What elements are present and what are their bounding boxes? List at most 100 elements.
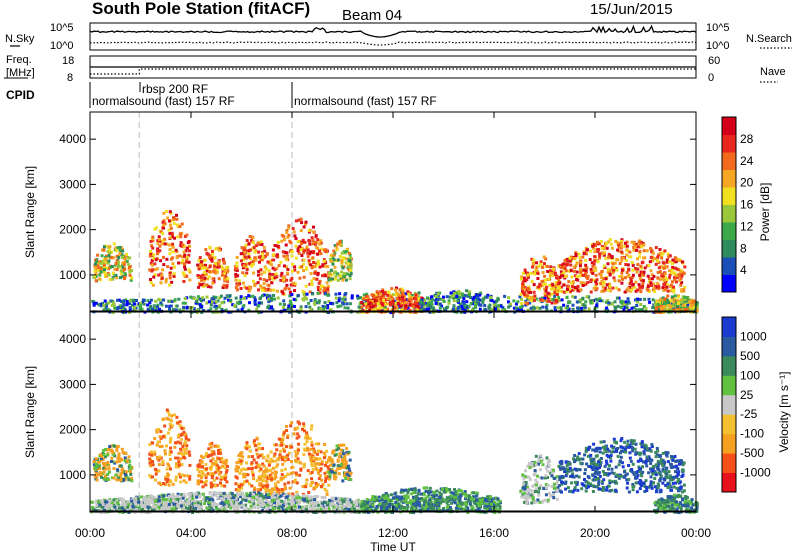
- echo-cell: [165, 416, 169, 420]
- echo-cell: [294, 256, 298, 260]
- echo-cell: [323, 454, 327, 458]
- echo-cell: [213, 261, 217, 265]
- echo-cell: [270, 492, 274, 496]
- echo-cell: [206, 252, 210, 256]
- echo-cell: [143, 506, 147, 509]
- echo-cell: [394, 308, 398, 312]
- echo-cell: [168, 423, 172, 426]
- echo-cell: [309, 307, 313, 311]
- echo-cell: [547, 299, 551, 303]
- echo-cell: [92, 460, 96, 464]
- echo-cell: [335, 444, 339, 448]
- echo-cell: [690, 298, 694, 302]
- echo-cell: [543, 262, 546, 266]
- echo-cell: [602, 289, 606, 293]
- echo-cell: [117, 478, 121, 482]
- echo-cell: [306, 251, 310, 255]
- echo-cell: [572, 265, 576, 269]
- echo-cell: [431, 306, 435, 310]
- echo-cell: [252, 245, 256, 249]
- echo-cell: [180, 493, 184, 496]
- echo-cell: [656, 301, 659, 304]
- echo-cell: [313, 242, 317, 246]
- echo-cell: [169, 446, 172, 450]
- echo-cell: [204, 473, 208, 477]
- echo-cell: [188, 270, 192, 274]
- echo-cell: [279, 278, 283, 282]
- search-noise-line: [90, 41, 697, 46]
- echo-cell: [340, 270, 344, 274]
- echo-cell: [255, 307, 259, 311]
- echo-cell: [522, 287, 526, 291]
- echo-cell: [314, 467, 318, 471]
- echo-cell: [561, 290, 565, 294]
- echo-cell: [336, 467, 340, 471]
- echo-cell: [105, 274, 109, 278]
- echo-cell: [327, 477, 331, 481]
- echo-cell: [335, 248, 339, 252]
- echo-cell: [205, 269, 209, 273]
- echo-cell: [605, 308, 609, 312]
- echo-cell: [620, 268, 624, 272]
- echo-cell: [416, 308, 420, 312]
- echo-cell: [571, 308, 575, 311]
- echo-cell: [104, 260, 108, 264]
- echo-cell: [348, 277, 352, 281]
- echo-cell: [186, 500, 190, 504]
- echo-cell: [177, 460, 181, 464]
- echo-cell: [345, 302, 349, 306]
- echo-cell: [204, 248, 208, 252]
- echo-cell: [539, 262, 543, 266]
- echo-cell: [677, 274, 681, 278]
- echo-cell: [312, 301, 316, 305]
- echo-cell: [378, 306, 382, 310]
- echo-cell: [549, 265, 553, 269]
- echo-cell: [161, 459, 165, 463]
- echo-cell: [314, 234, 318, 238]
- echo-cell: [236, 274, 240, 278]
- echo-cell: [345, 257, 349, 261]
- echo-cell: [155, 267, 159, 271]
- echo-cell: [202, 278, 206, 282]
- echo-cell: [150, 254, 154, 257]
- echo-cell: [253, 284, 257, 288]
- echo-cell: [264, 267, 268, 271]
- echo-cell: [278, 453, 282, 457]
- echo-cell: [162, 494, 166, 498]
- echo-cell: [289, 306, 293, 310]
- echo-cell: [670, 295, 674, 299]
- echo-cell: [291, 471, 295, 475]
- echo-cell: [165, 257, 169, 261]
- echo-cell: [457, 297, 460, 301]
- echo-cell: [238, 495, 242, 499]
- echo-cell: [259, 301, 263, 305]
- echo-cell: [155, 443, 159, 447]
- echo-cell: [586, 280, 590, 284]
- echo-cell: [531, 305, 535, 309]
- echo-cell: [325, 470, 329, 474]
- echo-cell: [259, 268, 263, 272]
- echo-cell: [298, 276, 302, 280]
- echo-cell: [221, 267, 225, 271]
- echo-cell: [607, 301, 611, 305]
- echo-cell: [271, 248, 275, 252]
- echo-cell: [520, 297, 524, 301]
- echo-cell: [206, 285, 210, 289]
- echo-cell: [298, 498, 302, 502]
- echo-cell: [175, 223, 179, 227]
- echo-cell: [198, 303, 202, 307]
- echo-cell: [162, 482, 165, 485]
- echo-cell: [208, 491, 212, 495]
- echo-cell: [152, 275, 156, 279]
- echo-cell: [302, 275, 306, 279]
- echo-cell: [592, 286, 596, 290]
- echo-cell: [289, 507, 293, 511]
- echo-cell: [115, 448, 119, 452]
- echo-cell: [300, 265, 304, 269]
- echo-cell: [264, 485, 268, 489]
- echo-cell: [236, 283, 240, 287]
- echo-cell: [327, 300, 331, 303]
- echo-cell: [335, 245, 339, 249]
- echo-cell: [337, 447, 340, 450]
- echo-cell: [115, 268, 119, 272]
